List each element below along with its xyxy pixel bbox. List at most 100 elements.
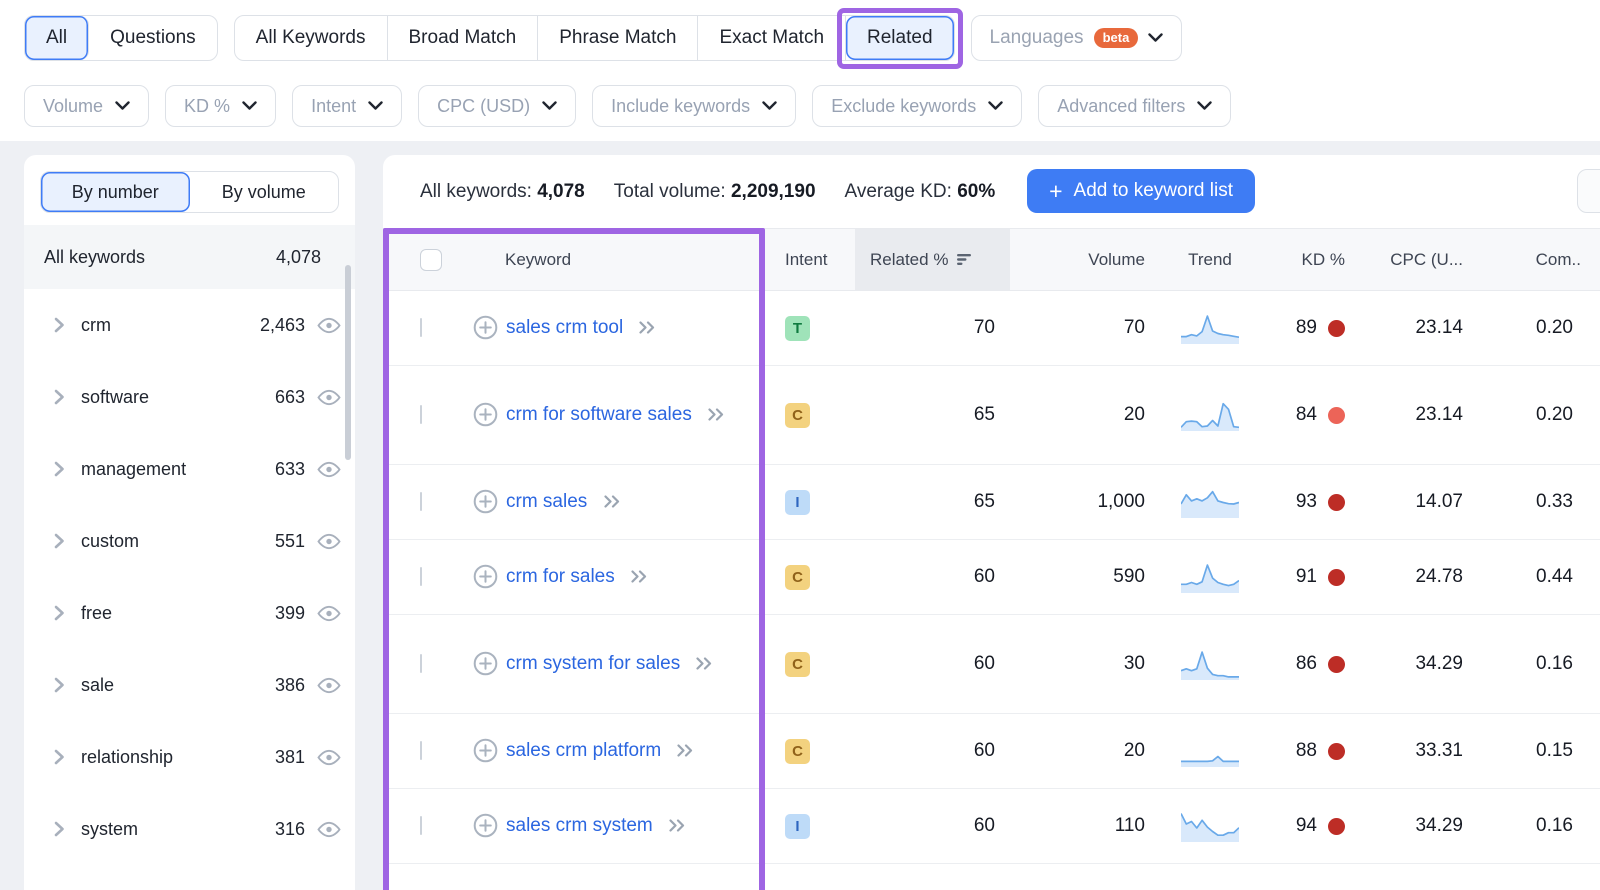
- tab-exact-match[interactable]: Exact Match: [698, 16, 847, 60]
- row-checkbox[interactable]: [420, 741, 422, 760]
- row-checkbox[interactable]: [420, 492, 422, 511]
- keyword-link[interactable]: crm system for sales: [506, 650, 713, 679]
- sidebar-group-management[interactable]: management 633: [24, 433, 355, 505]
- column-header-kd[interactable]: KD %: [1301, 249, 1345, 269]
- eye-icon[interactable]: [317, 821, 341, 838]
- keyword-link[interactable]: sales crm system: [506, 812, 686, 841]
- chevron-right-icon[interactable]: [54, 749, 65, 765]
- keyword-link[interactable]: sales crm tool: [506, 314, 656, 343]
- sidebar-group-system[interactable]: system 316: [24, 793, 355, 865]
- chevron-right-icon[interactable]: [54, 533, 65, 549]
- kd-value: 84: [1295, 404, 1317, 425]
- filter-advanced-filters[interactable]: Advanced filters: [1038, 85, 1232, 127]
- sidebar-group-list: crm 2,463 software 663 management 633 cu…: [24, 289, 355, 865]
- eye-icon[interactable]: [317, 389, 341, 406]
- filter-exclude-keywords[interactable]: Exclude keywords: [812, 85, 1023, 127]
- kd-difficulty-dot: [1328, 493, 1345, 511]
- column-header-trend[interactable]: Trend: [1188, 249, 1232, 269]
- kd-value: 89: [1295, 317, 1317, 338]
- filter-volume[interactable]: Volume: [24, 85, 150, 127]
- sidebar-group-crm[interactable]: crm 2,463: [24, 289, 355, 361]
- tab-all-keywords[interactable]: All Keywords: [235, 16, 388, 60]
- add-keyword-icon[interactable]: [473, 651, 498, 676]
- sidebar-group-custom[interactable]: custom 551: [24, 505, 355, 577]
- row-checkbox[interactable]: [420, 405, 422, 424]
- eye-icon[interactable]: [317, 461, 341, 478]
- keyword-link[interactable]: crm sales: [506, 488, 621, 517]
- row-checkbox[interactable]: [420, 567, 422, 586]
- tab-phrase-match[interactable]: Phrase Match: [538, 16, 699, 60]
- open-keyword-icon[interactable]: [695, 651, 713, 679]
- eye-icon[interactable]: [317, 749, 341, 766]
- eye-icon[interactable]: [317, 605, 341, 622]
- keyword-link[interactable]: crm for sales: [506, 563, 648, 592]
- chevron-right-icon[interactable]: [54, 677, 65, 693]
- related-percent-value: 65: [973, 404, 995, 425]
- column-header-intent[interactable]: Intent: [785, 249, 828, 269]
- chevron-right-icon[interactable]: [54, 605, 65, 621]
- filter-cpc-usd-[interactable]: CPC (USD): [418, 85, 577, 127]
- column-header-competition[interactable]: Com..: [1535, 249, 1581, 269]
- scope-tab-group: All Questions: [24, 15, 218, 61]
- group-label: free: [81, 602, 113, 623]
- add-keyword-icon[interactable]: [473, 402, 498, 427]
- add-keyword-icon[interactable]: [473, 315, 498, 340]
- filter-intent[interactable]: Intent: [292, 85, 403, 127]
- filter-kd-[interactable]: KD %: [165, 85, 277, 127]
- row-checkbox[interactable]: [420, 318, 422, 337]
- toggle-by-volume[interactable]: By volume: [221, 181, 306, 202]
- languages-dropdown[interactable]: Languages beta: [970, 15, 1183, 61]
- column-header-volume[interactable]: Volume: [1088, 249, 1145, 269]
- cpc-value: 14.07: [1415, 491, 1463, 512]
- stat-label: Average KD:: [844, 180, 952, 202]
- sidebar-group-relationship[interactable]: relationship 381: [24, 721, 355, 793]
- chevron-right-icon[interactable]: [54, 317, 65, 333]
- eye-icon[interactable]: [317, 533, 341, 550]
- column-header-cpc[interactable]: CPC (U...: [1390, 249, 1463, 269]
- keyword-link[interactable]: sales crm platform: [506, 737, 694, 766]
- eye-icon[interactable]: [317, 317, 341, 334]
- add-to-keyword-list-button[interactable]: + Add to keyword list: [1027, 169, 1255, 213]
- chevron-right-icon[interactable]: [54, 389, 65, 405]
- kd-difficulty-dot: [1328, 319, 1345, 337]
- sidebar-group-software[interactable]: software 663: [24, 361, 355, 433]
- column-header-keyword[interactable]: Keyword: [505, 249, 572, 269]
- competition-value: 0.15: [1536, 740, 1573, 761]
- chevron-right-icon[interactable]: [54, 821, 65, 837]
- toggle-by-number[interactable]: By number: [41, 172, 190, 212]
- chevron-right-icon[interactable]: [54, 461, 65, 477]
- open-keyword-icon[interactable]: [668, 813, 686, 841]
- intent-badge: C: [785, 738, 810, 764]
- select-all-checkbox[interactable]: [420, 248, 442, 271]
- keyword-link[interactable]: crm for software sales: [506, 401, 725, 430]
- row-checkbox[interactable]: [420, 816, 422, 835]
- add-keyword-icon[interactable]: [473, 813, 498, 838]
- competition-value: 0.44: [1536, 566, 1573, 587]
- open-keyword-icon[interactable]: [603, 489, 621, 517]
- open-keyword-icon[interactable]: [707, 402, 725, 430]
- sidebar-group-free[interactable]: free 399: [24, 577, 355, 649]
- trend-sparkline: [1160, 649, 1260, 680]
- sidebar-group-sale[interactable]: sale 386: [24, 649, 355, 721]
- filter-include-keywords[interactable]: Include keywords: [592, 85, 797, 127]
- add-keyword-icon[interactable]: [473, 489, 498, 514]
- export-button-cutoff[interactable]: [1577, 169, 1600, 213]
- add-keyword-icon[interactable]: [473, 738, 498, 763]
- row-checkbox[interactable]: [420, 654, 422, 673]
- tab-related[interactable]: Related: [837, 8, 963, 69]
- sidebar-scrollbar[interactable]: [345, 265, 351, 460]
- tab-all[interactable]: All: [25, 16, 90, 60]
- tab-questions[interactable]: Questions: [110, 27, 196, 48]
- eye-icon[interactable]: [317, 677, 341, 694]
- group-count: 551: [274, 530, 305, 551]
- add-keyword-icon[interactable]: [473, 564, 498, 589]
- open-keyword-icon[interactable]: [630, 564, 648, 592]
- group-count: 2,463: [259, 314, 305, 335]
- trend-sparkline: [1160, 400, 1260, 431]
- tab-broad-match[interactable]: Broad Match: [388, 16, 539, 60]
- column-header-related[interactable]: Related %: [855, 229, 1010, 290]
- open-keyword-icon[interactable]: [676, 738, 694, 766]
- sidebar-all-keywords-row[interactable]: All keywords 4,078: [24, 225, 355, 289]
- open-keyword-icon[interactable]: [638, 315, 656, 343]
